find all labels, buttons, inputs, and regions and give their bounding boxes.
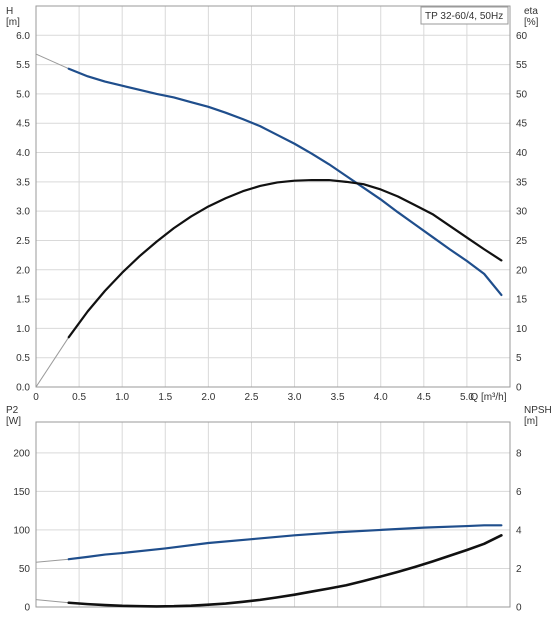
series-line-p2: [67, 524, 503, 561]
y-tick-label-right: 10: [516, 324, 528, 335]
y-tick-label-right: 30: [516, 207, 528, 218]
y-tick-label-right: 25: [516, 236, 528, 247]
x-tick-label: 3.0: [288, 392, 302, 403]
y-axis-label-right: NPSH: [524, 405, 552, 416]
y-tick-label-right: 55: [516, 60, 528, 71]
y-axis-label-right: [m]: [524, 416, 538, 427]
x-tick-label: 0.5: [72, 392, 86, 403]
y-tick-label-right: 0: [516, 383, 522, 394]
y-tick-label-right: 2: [516, 564, 522, 575]
y-axis-label-left: [m]: [6, 17, 20, 28]
y-tick-label-left: 4.0: [16, 148, 30, 159]
y-tick-label-right: 60: [516, 31, 528, 42]
y-axis-label-left: P2: [6, 405, 19, 416]
y-tick-label-right: 15: [516, 295, 528, 306]
series-line-h: [67, 67, 503, 297]
y-tick-label-right: 0: [516, 603, 522, 614]
y-tick-label-left: 1.5: [16, 295, 30, 306]
series-extension-eta: [35, 336, 70, 388]
y-tick-label-left: 2.0: [16, 265, 30, 276]
x-tick-label: 2.0: [201, 392, 215, 403]
series-line-npsh: [67, 534, 503, 608]
x-tick-label: 0: [33, 392, 39, 403]
y-tick-label-left: 6.0: [16, 31, 30, 42]
x-tick-label: 2.5: [245, 392, 259, 403]
y-tick-label-left: 0: [24, 603, 30, 614]
x-tick-label: 3.5: [331, 392, 345, 403]
series-extension-npsh: [35, 599, 69, 604]
x-tick-label: 5.0: [460, 392, 474, 403]
y-axis-label-left: [W]: [6, 416, 21, 427]
y-tick-label-right: 20: [516, 265, 528, 276]
y-tick-label-left: 150: [13, 487, 30, 498]
chart-title: TP 32-60/4, 50Hz: [425, 11, 503, 22]
chart-title-frame: [420, 6, 509, 25]
y-tick-label-left: 3.0: [16, 207, 30, 218]
chart-panel-1: 0.0 0.5 1.0 1.5 2.0 2.5 3.0 3.5 4.0 4.5 5.0 5.5 6.0 0…: [6, 5, 539, 403]
y-tick-label-right: 40: [516, 148, 528, 159]
y-axis-label-right: eta: [524, 6, 538, 17]
series-line-eta: [67, 178, 503, 339]
y-tick-label-left: 5.5: [16, 60, 30, 71]
y-tick-label-right: 4: [516, 525, 522, 536]
y-tick-label-left: 3.5: [16, 177, 30, 188]
x-axis-label: Q [m³/h]: [470, 392, 506, 403]
chart-panel-2: 0 50 100 150 200 0 2 4 6 8 P2[W] NPSH[m]: [6, 405, 552, 614]
y-tick-label-left: 2.5: [16, 236, 30, 247]
x-tick-label: 1.0: [115, 392, 129, 403]
y-tick-label-right: 5: [516, 353, 522, 364]
x-tick-label: 4.5: [417, 392, 431, 403]
y-tick-label-left: 0.5: [16, 353, 30, 364]
series-extension-h: [35, 53, 69, 70]
y-tick-label-right: 35: [516, 177, 528, 188]
series-extension-p2: [35, 558, 69, 563]
y-tick-label-right: 50: [516, 89, 528, 100]
x-tick-label: 1.5: [158, 392, 172, 403]
y-tick-label-right: 8: [516, 448, 522, 459]
y-tick-label-left: 5.0: [16, 89, 30, 100]
y-tick-label-left: 4.5: [16, 119, 30, 130]
y-axis-label-left: H: [6, 6, 13, 17]
y-tick-label-left: 100: [13, 525, 30, 536]
x-tick-label: 4.0: [374, 392, 388, 403]
y-tick-label-left: 50: [19, 564, 31, 575]
y-tick-label-left: 0.0: [16, 383, 30, 394]
y-tick-label-right: 6: [516, 487, 522, 498]
plot-frame: [35, 421, 511, 608]
y-tick-label-left: 1.0: [16, 324, 30, 335]
y-tick-label-left: 200: [13, 448, 30, 459]
y-axis-label-right: [%]: [524, 17, 539, 28]
y-tick-label-right: 45: [516, 119, 528, 130]
chart-title-box: TP 32-60/4, 50Hz: [420, 6, 509, 25]
plot-frame: [35, 5, 511, 388]
